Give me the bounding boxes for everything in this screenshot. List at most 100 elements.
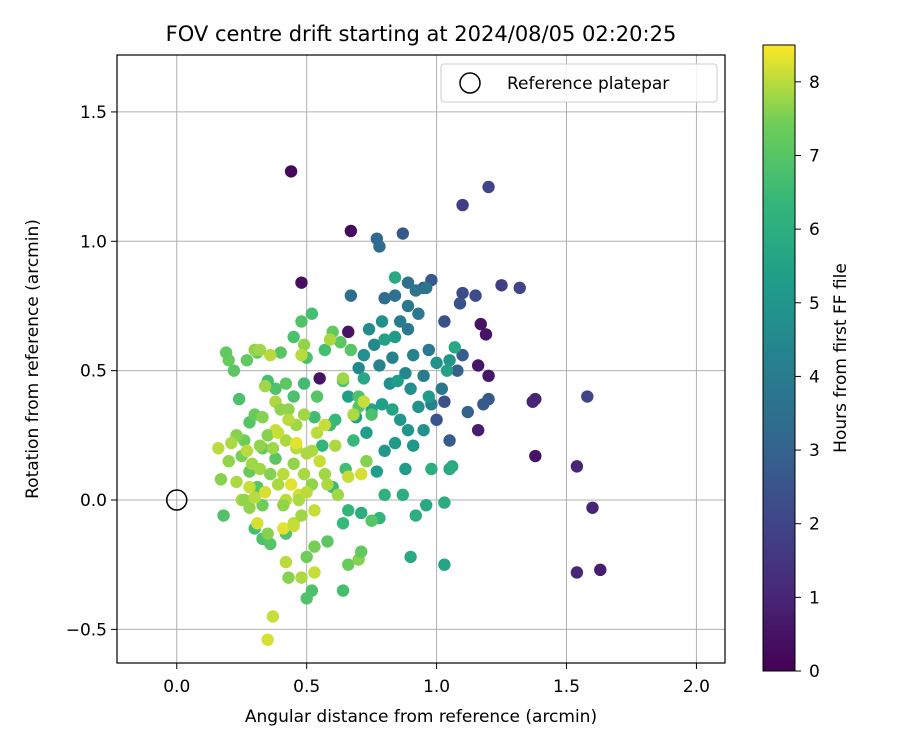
- scatter-point: [222, 454, 235, 468]
- scatter-point: [388, 436, 402, 450]
- scatter-point: [323, 333, 337, 346]
- colorbar-tick-label: 6: [809, 220, 820, 240]
- scatter-point: [378, 292, 391, 305]
- scatter-point: [230, 475, 243, 489]
- scatter-point: [261, 527, 274, 540]
- scatter-point: [342, 325, 355, 339]
- scatter-point: [287, 457, 300, 470]
- y-tick-label: 1.0: [80, 232, 107, 252]
- scatter-point: [375, 315, 389, 328]
- y-tick-label: 0.0: [80, 491, 107, 511]
- x-tick-label: 0.5: [293, 677, 320, 697]
- scatter-point: [313, 454, 326, 468]
- y-tick-label: −0.5: [66, 620, 107, 640]
- scatter-point: [282, 571, 295, 584]
- scatter-point: [401, 323, 415, 336]
- scatter-point: [269, 382, 282, 395]
- scatter-point: [422, 343, 435, 357]
- scatter-point: [251, 517, 264, 530]
- scatter-point: [295, 348, 308, 362]
- scatter-point: [297, 467, 311, 481]
- scatter-point: [409, 284, 423, 297]
- x-axis-label: Angular distance from reference (arcmin): [245, 707, 597, 727]
- scatter-point: [453, 297, 467, 310]
- scatter-point: [300, 592, 313, 605]
- scatter-point: [295, 509, 308, 522]
- scatter-point: [258, 486, 272, 499]
- scatter-point: [409, 509, 423, 522]
- scatter-point: [279, 555, 293, 569]
- scatter-point: [308, 540, 321, 553]
- scatter-point: [347, 434, 360, 447]
- scatter-point: [290, 436, 303, 450]
- colorbar-tick-label: 7: [809, 146, 820, 166]
- scatter-point: [316, 439, 329, 452]
- scatter-point: [256, 498, 269, 512]
- scatter-point: [586, 501, 599, 514]
- scatter-point: [471, 423, 485, 437]
- scatter-point: [438, 558, 451, 571]
- scatter-point: [355, 467, 368, 481]
- scatter-point: [287, 330, 300, 344]
- scatter-point: [214, 473, 228, 486]
- scatter-point: [386, 351, 399, 364]
- scatter-point: [261, 633, 274, 646]
- scatter-point: [435, 382, 448, 395]
- scatter-point: [344, 224, 358, 238]
- scatter-point: [277, 467, 290, 481]
- chart-title: FOV centre drift starting at 2024/08/05 …: [166, 22, 677, 46]
- scatter-point: [217, 509, 230, 522]
- scatter-point: [388, 330, 402, 344]
- scatter-point: [352, 361, 365, 375]
- scatter-point: [308, 566, 321, 579]
- scatter-point: [342, 504, 355, 517]
- scatter-point: [318, 343, 332, 357]
- scatter-point: [422, 390, 435, 403]
- scatter-point: [594, 563, 607, 577]
- scatter-point: [581, 390, 594, 403]
- scatter-point: [399, 367, 412, 380]
- scatter-point: [287, 519, 300, 533]
- scatter-point: [443, 434, 456, 447]
- scatter-point: [318, 467, 332, 481]
- scatter-point: [331, 488, 345, 502]
- scatter-point: [430, 413, 443, 426]
- scatter-point: [357, 395, 371, 408]
- scatter-point: [451, 364, 464, 377]
- scatter-point: [399, 462, 412, 476]
- scatter-point: [456, 286, 469, 300]
- scatter-point: [365, 514, 378, 527]
- scatter-point: [370, 465, 384, 478]
- scatter-point: [438, 496, 451, 509]
- scatter-point: [277, 498, 290, 512]
- scatter-point: [284, 165, 298, 178]
- scatter-point: [310, 390, 324, 403]
- scatter-point: [357, 348, 371, 362]
- scatter-point: [419, 281, 433, 295]
- scatter-point: [334, 335, 347, 349]
- scatter-point: [378, 488, 391, 502]
- scatter-point: [430, 356, 443, 370]
- scatter-point: [347, 408, 360, 421]
- scatter-point: [295, 315, 308, 328]
- scatter-point: [479, 328, 493, 341]
- data-points: [212, 165, 607, 646]
- scatter-point: [417, 423, 430, 437]
- scatter-point: [373, 359, 386, 372]
- scatter-point: [258, 379, 272, 393]
- scatter-point: [287, 390, 300, 403]
- scatter-point: [305, 307, 319, 320]
- scatter-point: [318, 418, 332, 432]
- colorbar: 0 1 2 3 4 5 6 7 8 Hours from first FF file: [762, 44, 851, 682]
- scatter-point: [394, 315, 407, 328]
- x-tick-label: 1.0: [423, 677, 450, 697]
- scatter-point: [401, 276, 415, 289]
- colorbar-tick-label: 4: [809, 367, 820, 387]
- scatter-point: [401, 299, 415, 313]
- legend-box: [440, 63, 718, 103]
- scatter-point: [295, 571, 308, 584]
- scatter-point: [417, 369, 430, 383]
- legend: Reference platepar: [440, 63, 718, 103]
- scatter-point: [355, 545, 368, 558]
- scatter-point: [300, 550, 313, 564]
